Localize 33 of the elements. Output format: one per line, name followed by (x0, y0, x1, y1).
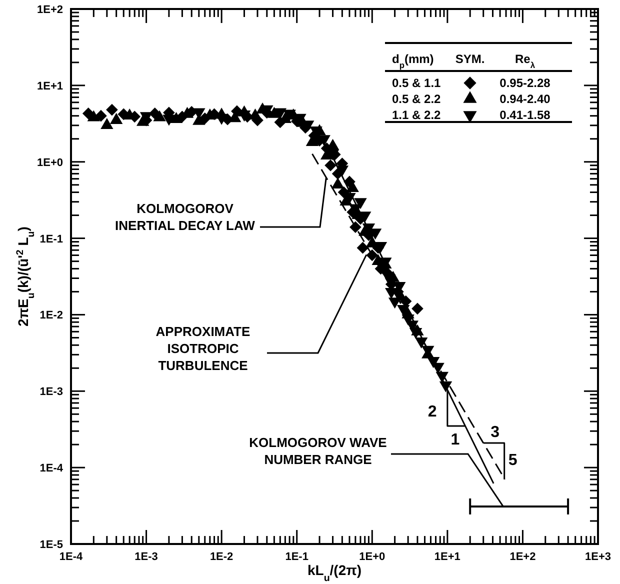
x-tick-label: 1E+3 (585, 551, 611, 563)
annotation: KOLMOGOROV WAVE NUMBER RANGE (249, 435, 388, 467)
annotation: Re$_{λ}$ (514, 52, 536, 70)
legend-label: 0.5 & 2.2 (392, 92, 442, 106)
x-tick-label: 1E-3 (134, 551, 158, 563)
y-tick-label: 1E+1 (37, 80, 63, 92)
legend-label: 1.1 & 2.2 (392, 108, 442, 122)
x-axis-title: kL$_{u}$/(2π) (307, 562, 362, 584)
annotation: 0.95-2.28 (500, 76, 551, 90)
x-tick-label: 1E-4 (59, 551, 84, 563)
annotation: 0.41-1.58 (500, 108, 551, 122)
x-tick-label: 1E+1 (434, 551, 460, 563)
annotation: 1 (450, 432, 460, 449)
annotation: APPROXIMATE ISOTROPIC TURBULENCE (156, 324, 251, 373)
y-tick-label: 1E-5 (40, 539, 63, 551)
x-tick-label: 1E+2 (510, 551, 536, 563)
annotation: SYM. (455, 52, 485, 66)
y-tick-label: 1E-1 (40, 233, 63, 246)
annotation: 3 (490, 424, 500, 442)
y-tick-label: 1E+2 (37, 4, 63, 16)
annotation: 5 (508, 452, 518, 469)
x-tick-label: 1E-2 (210, 551, 234, 563)
y-tick-label: 1E-4 (40, 462, 64, 475)
legend-title: d$_{p}$(mm) (392, 52, 434, 70)
y-tick-label: 1E-2 (40, 310, 63, 322)
y-tick-label: 1E-3 (40, 386, 63, 398)
y-tick-label: 1E+0 (37, 156, 63, 169)
x-tick-label: 1E+0 (359, 551, 386, 563)
annotation: 2 (428, 403, 437, 420)
annotation: 0.94-2.40 (500, 92, 551, 106)
legend-label: 0.5 & 1.1 (392, 76, 442, 90)
x-tick-label: 1E-1 (285, 551, 308, 563)
annotation: KOLMOGOROV INERTIAL DECAY LAW (115, 201, 256, 233)
